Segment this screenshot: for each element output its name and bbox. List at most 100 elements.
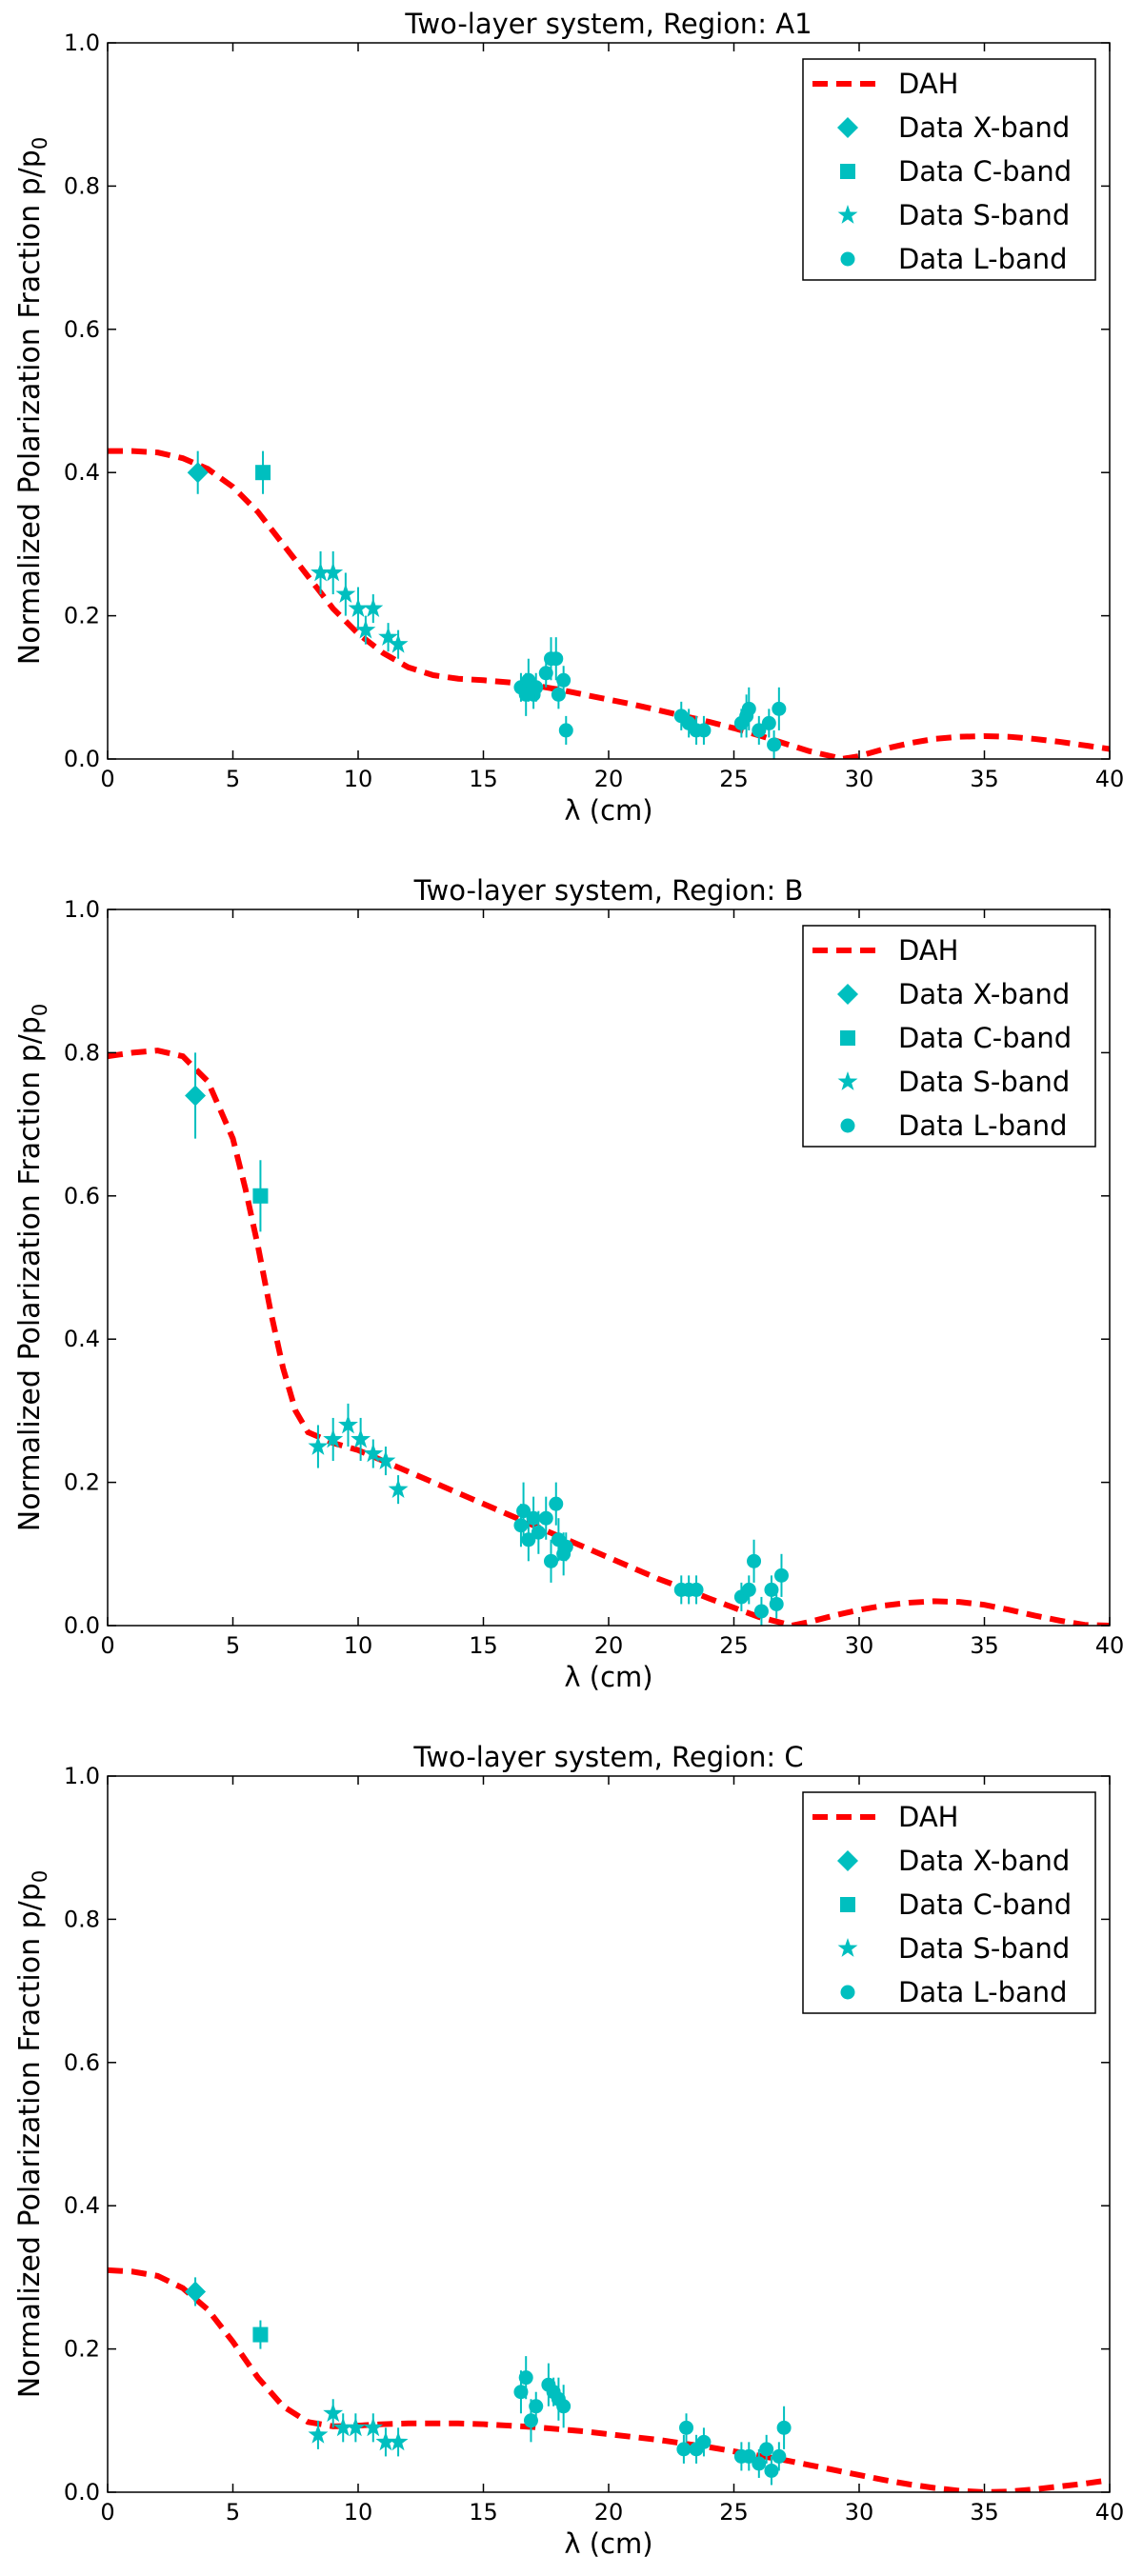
data-point-star <box>375 2431 396 2451</box>
data-point-circle <box>529 680 544 695</box>
x-tick-label: 5 <box>226 766 240 792</box>
dah-model-curve <box>108 448 1110 759</box>
series-data-c-band <box>252 1160 269 1232</box>
data-point-circle <box>531 1525 546 1540</box>
y-tick-label: 0.8 <box>64 172 100 199</box>
data-point-circle <box>551 687 566 702</box>
y-tick-label: 0.6 <box>64 1183 100 1209</box>
data-point-circle <box>747 1553 762 1568</box>
legend-swatch-diamond <box>837 984 858 1005</box>
data-point-circle <box>764 1582 779 1597</box>
legend-entry-label: DAH <box>898 68 958 100</box>
y-axis-label: Normalized Polarization Fraction p/p0 <box>13 137 51 665</box>
data-point-circle <box>558 723 573 738</box>
data-point-star <box>323 562 344 582</box>
data-point-circle <box>538 666 553 681</box>
data-point-circle <box>741 2448 756 2464</box>
data-point-circle <box>767 737 782 752</box>
data-point-circle <box>513 2385 529 2400</box>
data-point-circle <box>769 1596 784 1611</box>
x-tick-label: 10 <box>344 2499 373 2526</box>
legend-swatch-square <box>840 1897 855 1912</box>
legend-entry-label: Data L-band <box>898 1109 1068 1142</box>
y-axis-label-main: Normalized Polarization Fraction p/p <box>13 1016 47 1531</box>
series-data-x-band <box>185 1052 207 1139</box>
y-tick-label: 1.0 <box>64 896 100 923</box>
x-tick-label: 20 <box>594 2499 624 2526</box>
x-tick-label: 35 <box>970 1632 999 1659</box>
x-tick-label: 25 <box>719 1632 749 1659</box>
x-tick-label: 30 <box>845 766 874 792</box>
data-point-circle <box>679 2420 694 2435</box>
data-point-star <box>345 2417 366 2437</box>
legend-swatch-circle <box>840 1118 855 1133</box>
x-tick-label: 35 <box>970 766 999 792</box>
y-axis-label-main: Normalized Polarization Fraction p/p <box>13 1883 47 2398</box>
data-point-circle <box>523 2413 538 2428</box>
x-tick-label: 35 <box>970 2499 999 2526</box>
legend-swatch-circle <box>840 1985 855 2000</box>
y-tick-label: 0.8 <box>64 1906 100 1932</box>
data-point-circle <box>513 1518 529 1533</box>
legend-entry-label: Data C-band <box>898 1888 1072 1921</box>
series-data-s-band <box>308 1403 409 1505</box>
data-point-star <box>363 1443 384 1463</box>
y-axis-label: Normalized Polarization Fraction p/p0 <box>13 1004 51 1531</box>
data-point-star <box>311 562 331 582</box>
series-data-c-band <box>255 450 271 494</box>
x-tick-label: 15 <box>469 766 498 792</box>
data-point-circle <box>556 2399 572 2414</box>
legend-entry-label: Data X-band <box>898 111 1070 144</box>
data-point-star <box>378 627 399 647</box>
chart-panel-3: Two-layer system, Region: C 0 5 10 15 20 25 30 3… <box>13 1741 1124 2560</box>
legend-entry-label: DAH <box>898 1801 958 1833</box>
legend-entry-label: Data L-band <box>898 243 1068 275</box>
y-tick-label: 0.0 <box>64 746 100 772</box>
data-point-circle <box>696 2434 712 2449</box>
chart-title: Two-layer system, Region: A1 <box>404 8 812 40</box>
data-point-square <box>255 465 271 481</box>
data-point-diamond <box>185 1085 207 1107</box>
series-data-l-band <box>513 637 787 759</box>
dah-model-curve <box>108 1048 1110 1626</box>
data-point-circle <box>696 723 712 738</box>
legend-entry-label: Data S-band <box>898 199 1070 231</box>
data-point-star <box>332 2417 353 2437</box>
y-axis-label: Normalized Polarization Fraction p/p0 <box>13 1870 51 2398</box>
legend-entry-label: Data X-band <box>898 978 1070 1010</box>
y-tick-label: 0.6 <box>64 316 100 343</box>
data-point-star <box>363 598 384 617</box>
legend-swatch-star <box>837 205 858 224</box>
data-point-star <box>388 633 409 653</box>
chart-panel-2: Two-layer system, Region: B 0 5 10 15 20 25 30 3… <box>13 874 1124 1693</box>
x-tick-label: 30 <box>845 2499 874 2526</box>
data-point-star <box>323 1428 344 1448</box>
legend-swatch-star <box>837 1938 858 1957</box>
data-point-circle <box>676 2442 692 2457</box>
series-data-x-band <box>185 2277 207 2306</box>
data-point-circle <box>759 2442 774 2457</box>
legend-swatch-diamond <box>837 117 858 138</box>
chart-title: Two-layer system, Region: B <box>413 874 804 907</box>
series-data-s-band <box>308 2399 409 2457</box>
legend-entry-label: Data C-band <box>898 1022 1072 1054</box>
legend-swatch-square <box>840 1030 855 1046</box>
series-data-x-band <box>187 450 209 494</box>
y-axis-label-subscript: 0 <box>29 137 51 150</box>
x-tick-label: 10 <box>344 766 373 792</box>
data-point-star <box>338 1414 358 1434</box>
legend-swatch-star <box>837 1071 858 1090</box>
y-tick-label: 0.4 <box>64 1326 100 1352</box>
x-tick-label: 15 <box>469 1632 498 1659</box>
data-point-star <box>348 598 369 617</box>
x-tick-label: 30 <box>845 1632 874 1659</box>
data-point-star <box>375 1450 396 1469</box>
data-point-circle <box>521 1532 536 1548</box>
x-axis-label: λ (cm) <box>564 794 652 827</box>
x-tick-label: 40 <box>1095 766 1125 792</box>
legend-entry-label: Data S-band <box>898 1932 1070 1965</box>
series-data-l-band <box>513 2356 792 2486</box>
series-data-c-band <box>252 2320 269 2349</box>
data-point-circle <box>549 1496 564 1511</box>
